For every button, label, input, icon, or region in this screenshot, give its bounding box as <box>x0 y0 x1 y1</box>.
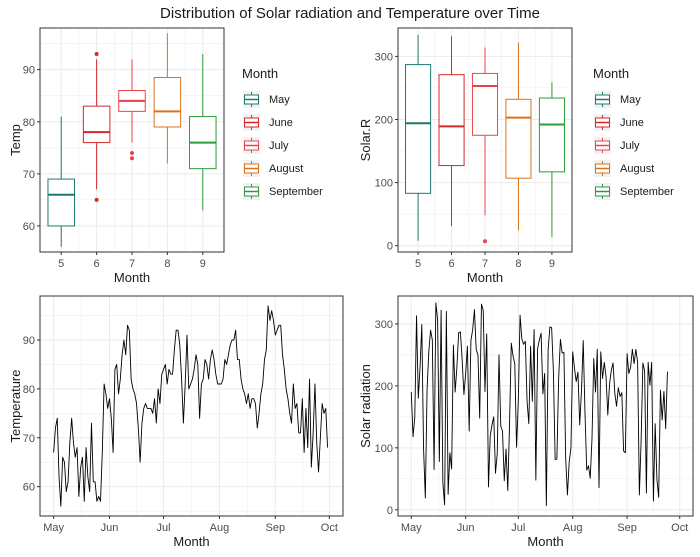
temp-box-box-body <box>153 76 182 128</box>
temp-box-box-july <box>118 59 146 161</box>
solar-line-x-tick-label: Sep <box>617 522 637 534</box>
solar-line-x-tick-label: May <box>401 522 422 534</box>
temp-box-box-body <box>82 105 111 144</box>
temp-box-x-tick-label: 7 <box>129 258 135 270</box>
solar-box-y-tick-label: 300 <box>375 51 393 63</box>
solar-line-series-line <box>410 302 668 506</box>
temp-box-y-axis-title: Temp <box>8 124 23 156</box>
temp-box-outlier-point <box>130 156 134 161</box>
solar-line-y-tick-label: 0 <box>387 505 393 517</box>
solar-box-x-axis-title: Month <box>467 270 503 285</box>
temp-box-legend: Month May June July August September <box>242 66 323 200</box>
temp-box-box-june <box>82 52 111 202</box>
temp-box-legend-title: Month <box>242 66 278 81</box>
solar-box-box-body <box>538 97 565 173</box>
solar-box-x-tick-label: 6 <box>448 258 454 270</box>
temp-box-box-september <box>189 54 217 211</box>
solar-line-panel: 0 100 200 300 May Jun Jul Aug Sep Oct Month Solar r… <box>358 295 694 549</box>
temp-box-box-august <box>153 33 182 164</box>
temp-box-box-may <box>47 116 76 247</box>
solar-line-x-tick-label: Jun <box>457 522 475 534</box>
temp-box-x-axis-title: Month <box>114 270 150 285</box>
temp-line-x-tick-label: Jun <box>101 522 119 534</box>
solar-box-y-tick-label: 0 <box>387 241 393 253</box>
solar-box-x-tick-label: 8 <box>515 258 521 270</box>
temp-line-x-tick-label: Sep <box>266 522 286 534</box>
temp-box-x-tick-label: 9 <box>200 258 206 270</box>
solar-box-outlier-point <box>483 239 487 244</box>
solar-box-legend-label: August <box>620 163 654 175</box>
solar-box-box-may <box>405 34 432 241</box>
solar-line-y-axis-title: Solar radiation <box>358 364 373 448</box>
temp-box-legend-label: June <box>269 117 293 129</box>
temp-box-x-tick-label: 6 <box>94 258 100 270</box>
temp-line-y-tick-label: 60 <box>23 482 35 494</box>
solar-box-box-august <box>505 42 532 231</box>
solar-box-box-body <box>505 98 532 179</box>
temp-line-x-tick-label: Jul <box>157 522 171 534</box>
solar-line-x-tick-label: Aug <box>563 522 583 534</box>
solar-box-y-axis-title: Solar.R <box>358 119 373 162</box>
temp-box-panel: 60 70 80 90 5 6 7 8 9 Month Temp <box>8 27 225 285</box>
temp-box-y-tick-label: 80 <box>23 117 35 129</box>
solar-line-y-tick-label: 300 <box>375 319 393 331</box>
solar-box-box-july <box>471 47 499 244</box>
solar-box-legend-label: May <box>620 94 641 106</box>
temp-box-legend-label: July <box>269 140 289 152</box>
figure-title: Distribution of Solar radiation and Temp… <box>160 5 540 22</box>
solar-box-legend-label: September <box>620 186 674 198</box>
solar-box-box-june <box>438 36 465 227</box>
temp-box-x-tick-label: 8 <box>164 258 170 270</box>
temp-box-x-tick-label: 5 <box>58 258 64 270</box>
temp-line-x-tick-label: May <box>43 522 64 534</box>
temp-line-y-tick-label: 90 <box>23 335 35 347</box>
temp-box-outlier-point <box>94 197 99 202</box>
temp-line-x-tick-label: Aug <box>210 522 230 534</box>
temp-box-y-tick-label: 70 <box>23 169 35 181</box>
solar-line-panel-border <box>397 295 694 517</box>
temp-box-legend-label: May <box>269 94 290 106</box>
solar-box-box-body <box>471 72 499 136</box>
solar-box-box-body <box>438 74 465 167</box>
temp-line-x-tick-label: Oct <box>321 522 338 534</box>
solar-box-legend-label: June <box>620 117 644 129</box>
temp-line-y-tick-label: 80 <box>23 384 35 396</box>
solar-line-x-tick-label: Jul <box>511 522 525 534</box>
solar-box-x-tick-label: 9 <box>549 258 555 270</box>
solar-box-box-september <box>538 82 565 237</box>
solar-line-x-axis-title: Month <box>527 534 563 549</box>
solar-box-box-body <box>405 64 432 194</box>
temp-box-y-tick-label: 60 <box>23 221 35 233</box>
temp-line-y-tick-label: 70 <box>23 433 35 445</box>
temp-line-series-line <box>53 305 329 507</box>
temp-box-y-tick-label: 90 <box>23 65 35 77</box>
temp-box-outlier-point <box>130 151 134 156</box>
solar-box-y-tick-label: 200 <box>375 114 393 126</box>
solar-box-legend: Month May June July August September <box>593 66 674 200</box>
temp-line-y-axis-title: Temperature <box>8 370 23 443</box>
solar-box-x-tick-label: 5 <box>415 258 421 270</box>
temp-box-legend-label: September <box>269 186 323 198</box>
solar-line-x-tick-label: Oct <box>671 522 688 534</box>
solar-box-y-tick-label: 100 <box>375 178 393 190</box>
solar-box-x-tick-label: 7 <box>482 258 488 270</box>
temp-box-box-body <box>47 178 76 227</box>
temp-line-x-axis-title: Month <box>173 534 209 549</box>
temp-line-panel-border <box>39 295 344 517</box>
temp-line-panel: 60 70 80 90 May Jun Jul Aug Sep Oct Month Temperatu… <box>8 295 344 549</box>
temp-box-outlier-point <box>94 52 99 57</box>
temp-box-legend-label: August <box>269 163 303 175</box>
solar-box-legend-title: Month <box>593 66 629 81</box>
solar-line-y-tick-label: 200 <box>375 381 393 393</box>
solar-box-panel: 0 100 200 300 5 6 7 8 9 Month Solar.R <box>358 27 573 285</box>
solar-line-y-tick-label: 100 <box>375 443 393 455</box>
solar-box-legend-label: July <box>620 140 640 152</box>
